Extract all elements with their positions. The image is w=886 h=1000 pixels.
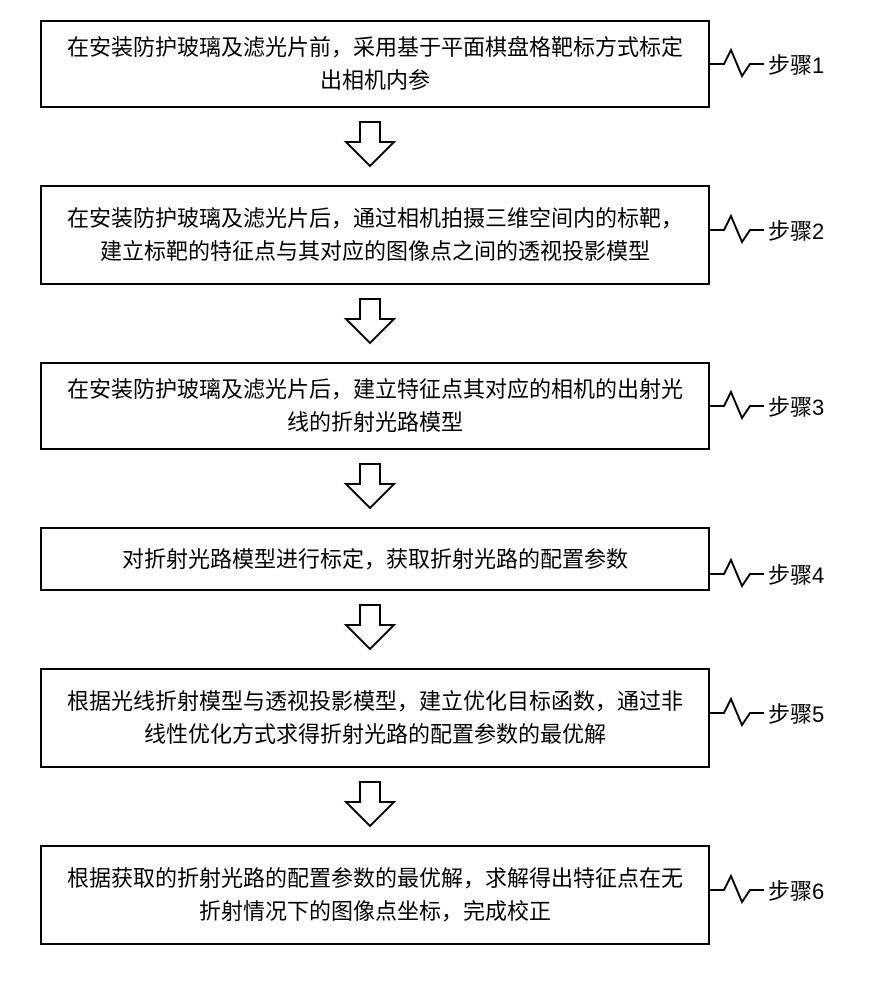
step-box-3: 在安装防护玻璃及滤光片后，建立特征点其对应的相机的出射光线的折射光路模型 [40,362,710,450]
step-row-4: 对折射光路模型进行标定，获取折射光路的配置参数 步骤4 [0,527,886,591]
step-label-4: 步骤4 [768,558,824,590]
step-row-1: 在安装防护玻璃及滤光片前，采用基于平面棋盘格靶标方式标定出相机内参 步骤1 [0,20,886,108]
connector-zigzag [710,212,764,248]
connector-zigzag [710,388,764,424]
flow-arrow-down [340,462,400,515]
step-row-5: 根据光线折射模型与透视投影模型，建立优化目标函数，通过非线性优化方式求得折射光路… [0,668,886,768]
flow-arrow-down [340,120,400,173]
flow-arrow-down [340,603,400,656]
connector-zigzag [710,556,764,592]
connector-zigzag [710,872,764,908]
step-row-6: 根据获取的折射光路的配置参数的最优解，求解得出特征点在无折射情况下的图像点坐标，… [0,845,886,945]
flow-arrow-down [340,297,400,350]
step-row-2: 在安装防护玻璃及滤光片后，通过相机拍摄三维空间内的标靶，建立标靶的特征点与其对应… [0,185,886,285]
step-box-6: 根据获取的折射光路的配置参数的最优解，求解得出特征点在无折射情况下的图像点坐标，… [40,845,710,945]
step-label-6: 步骤6 [768,874,824,906]
step-label-3: 步骤3 [768,390,824,422]
connector-zigzag [710,695,764,731]
step-box-1: 在安装防护玻璃及滤光片前，采用基于平面棋盘格靶标方式标定出相机内参 [40,20,710,108]
step-box-4: 对折射光路模型进行标定，获取折射光路的配置参数 [40,527,710,591]
step-box-5: 根据光线折射模型与透视投影模型，建立优化目标函数，通过非线性优化方式求得折射光路… [40,668,710,768]
connector-zigzag [710,46,764,82]
step-row-3: 在安装防护玻璃及滤光片后，建立特征点其对应的相机的出射光线的折射光路模型 步骤3 [0,362,886,450]
flowchart-container: 在安装防护玻璃及滤光片前，采用基于平面棋盘格靶标方式标定出相机内参步骤1在安装防… [0,20,886,945]
step-box-2: 在安装防护玻璃及滤光片后，通过相机拍摄三维空间内的标靶，建立标靶的特征点与其对应… [40,185,710,285]
flow-arrow-down [340,780,400,833]
step-label-5: 步骤5 [768,697,824,729]
step-label-1: 步骤1 [768,48,824,80]
step-label-2: 步骤2 [768,214,824,246]
